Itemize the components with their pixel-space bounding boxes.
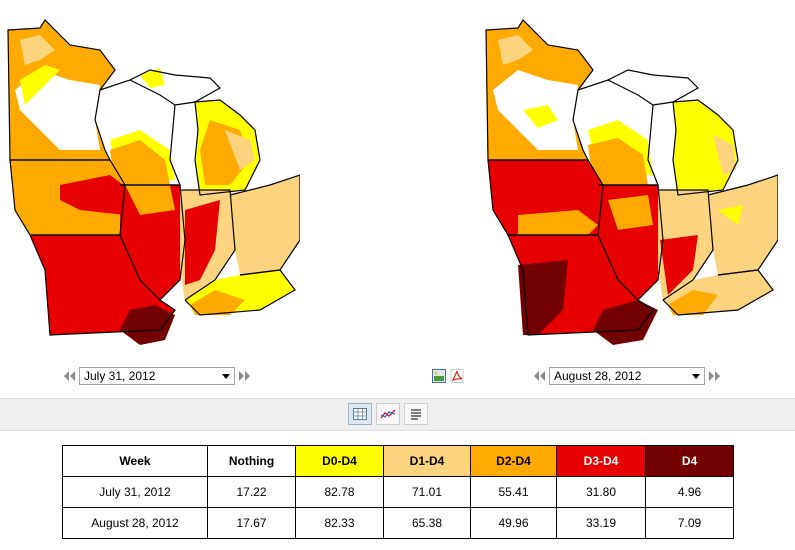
map-regions	[486, 20, 778, 345]
cell-d3-d4: 33.19	[556, 507, 646, 539]
double-left-arrow-icon[interactable]	[63, 369, 77, 383]
table-view-icon	[353, 408, 367, 420]
cell-d1-d4: 65.38	[383, 507, 471, 539]
chart-view-icon	[380, 409, 396, 419]
region-ohio	[708, 175, 778, 275]
header-d2-d4: D2-D4	[470, 445, 557, 477]
drought-map-right	[485, 19, 778, 345]
dropdown-arrow-icon	[222, 373, 230, 379]
chart-view-button[interactable]	[376, 403, 400, 425]
cell-week: July 31, 2012	[62, 476, 208, 508]
cell-nothing: 17.22	[207, 476, 296, 508]
cell-d3-d4: 31.80	[556, 476, 646, 508]
table-view-button[interactable]	[348, 403, 372, 425]
header-week: Week	[62, 445, 208, 477]
left-date-value: July 31, 2012	[84, 369, 156, 383]
right-date-select[interactable]: August 28, 2012	[549, 367, 705, 385]
view-toggle-group	[348, 403, 428, 425]
cell-d2-d4: 49.96	[470, 507, 557, 539]
left-date-control: July 31, 2012	[63, 366, 251, 386]
state-borders	[7, 19, 300, 336]
image-icon[interactable]	[432, 369, 446, 383]
header-nothing: Nothing	[207, 445, 296, 477]
cell-nothing: 17.67	[207, 507, 296, 539]
map-regions	[8, 20, 300, 345]
region-lower-michigan	[673, 100, 738, 195]
cell-d0-d4: 82.78	[295, 476, 384, 508]
header-d0-d4: D0-D4	[295, 445, 384, 477]
region-ohio	[230, 175, 300, 275]
header-d4: D4	[645, 445, 734, 477]
double-right-arrow-icon[interactable]	[237, 369, 251, 383]
export-icons	[432, 369, 464, 383]
cell-d4: 7.09	[645, 507, 734, 539]
drought-map-left	[7, 19, 300, 345]
cell-d2-d4: 55.41	[470, 476, 557, 508]
drought-stats-table: Week Nothing D0-D4 D1-D4 D2-D4 D3-D4 D4 …	[62, 445, 734, 539]
left-date-select[interactable]: July 31, 2012	[79, 367, 235, 385]
table-row: July 31, 2012 17.22 82.78 71.01 55.41 31…	[62, 476, 734, 508]
dropdown-arrow-icon	[692, 373, 700, 379]
right-date-control: August 28, 2012	[533, 366, 721, 386]
cell-week: August 28, 2012	[62, 507, 208, 539]
cell-d4: 4.96	[645, 476, 734, 508]
table-row: August 28, 2012 17.67 82.33 65.38 49.96 …	[62, 507, 734, 539]
state-borders	[485, 19, 778, 336]
cell-d1-d4: 71.01	[383, 476, 471, 508]
double-left-arrow-icon[interactable]	[533, 369, 547, 383]
table-header-row: Week Nothing D0-D4 D1-D4 D2-D4 D3-D4 D4	[62, 445, 734, 477]
text-view-button[interactable]	[404, 403, 428, 425]
right-date-value: August 28, 2012	[554, 369, 642, 383]
view-toolbar	[0, 398, 795, 431]
pdf-icon[interactable]	[450, 369, 464, 383]
text-view-icon	[411, 409, 421, 420]
cell-d0-d4: 82.33	[295, 507, 384, 539]
header-d1-d4: D1-D4	[383, 445, 471, 477]
header-d3-d4: D3-D4	[556, 445, 646, 477]
region-upper-michigan	[608, 70, 698, 105]
double-right-arrow-icon[interactable]	[707, 369, 721, 383]
